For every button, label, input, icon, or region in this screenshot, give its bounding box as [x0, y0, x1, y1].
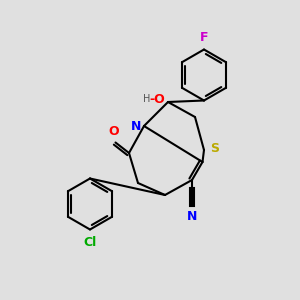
- Text: S: S: [211, 142, 220, 155]
- Text: N: N: [187, 210, 197, 223]
- Text: F: F: [200, 31, 208, 44]
- Text: H: H: [142, 94, 150, 104]
- Text: Cl: Cl: [83, 236, 97, 248]
- Text: O: O: [109, 125, 119, 138]
- Text: N: N: [131, 119, 142, 133]
- Text: -O: -O: [150, 92, 165, 106]
